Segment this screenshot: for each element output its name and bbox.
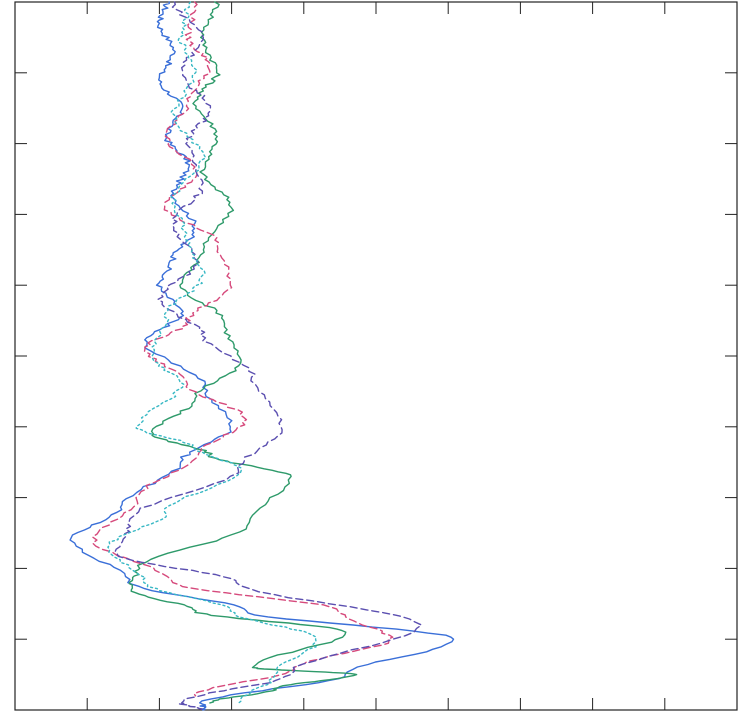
series-line-0 [69,1,455,711]
plot-frame [14,1,738,711]
series-line-4 [107,1,317,704]
axis-ticks [15,2,737,710]
series-line-2 [91,1,394,697]
series-lines [69,1,455,711]
series-line-3 [114,1,423,711]
series-line-1 [128,1,358,704]
